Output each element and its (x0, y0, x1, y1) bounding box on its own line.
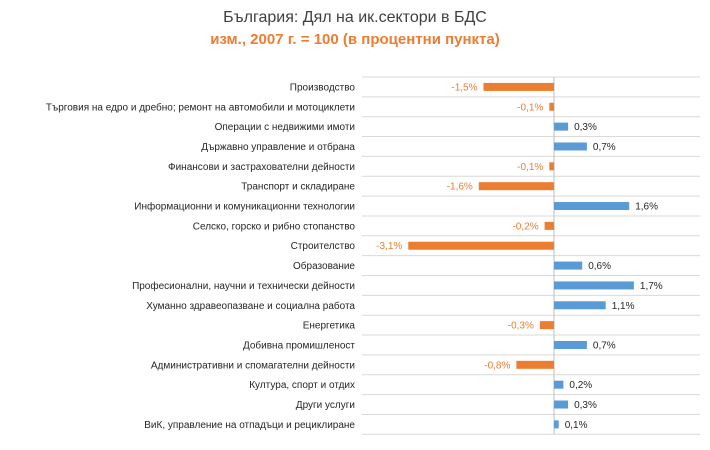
category-label: Операции с недвижими имоти (215, 122, 355, 133)
category-label: Образование (293, 260, 355, 272)
data-label: 1,6% (635, 202, 658, 213)
bar (554, 281, 634, 290)
bar (483, 82, 554, 91)
category-label: Финансови и застрахователни дейности (168, 162, 355, 173)
data-label: -0,8% (484, 360, 510, 371)
bar (554, 420, 559, 429)
data-label: 0,3% (574, 400, 597, 411)
plot-area: Производство -1,5% Търговия на едро и дреб… (46, 76, 700, 435)
data-label: 1,1% (612, 301, 635, 312)
category-label: Строителство (291, 241, 356, 252)
data-label: 0,1% (565, 420, 588, 431)
data-label: -0,1% (517, 102, 543, 113)
category-label: Други услуги (296, 400, 355, 411)
bar (554, 340, 587, 349)
bar (549, 162, 554, 171)
bar (554, 122, 569, 131)
chart-title: България: Дял на ик.сектори в БДС (223, 9, 487, 26)
bar (544, 221, 554, 230)
category-label: Административни и спомагателни дейности (151, 360, 355, 371)
category-label: Транспорт и складиране (241, 182, 355, 193)
category-label: Професионални, научни и технически дейно… (132, 280, 355, 292)
category-label: Производство (290, 82, 356, 93)
category-label: Информационни и комуникационни технологи… (134, 201, 355, 213)
bar (554, 261, 583, 270)
bar (408, 241, 554, 250)
bar (478, 182, 554, 191)
bar (554, 380, 564, 389)
bar (554, 400, 569, 409)
bar (554, 301, 606, 310)
data-label: 0,2% (569, 380, 592, 391)
bar (554, 142, 587, 151)
category-label: Селско, горско и рибно стопанство (193, 220, 356, 232)
data-label: -0,3% (508, 321, 534, 332)
data-label: -1,6% (447, 182, 473, 193)
data-label: -3,1% (376, 241, 402, 252)
chart-subtitle: изм., 2007 г. = 100 (в процентни пункта) (210, 31, 499, 48)
category-label: Държавно управление и отбрана (201, 141, 355, 153)
data-label: 0,7% (593, 142, 616, 153)
category-label: ВиК, управление на отпадъци и рециклиран… (144, 420, 355, 431)
data-label: -0,2% (512, 221, 538, 232)
category-label: Хуманно здравеопазване и социална работа (146, 300, 355, 312)
data-label: 0,3% (574, 122, 597, 133)
category-label: Култура, спорт и отдих (249, 380, 355, 391)
data-label: 0,6% (588, 261, 611, 272)
bar (539, 321, 554, 330)
bar (549, 102, 554, 111)
data-label: 1,7% (640, 281, 663, 292)
bar (516, 360, 554, 369)
data-label: 0,7% (593, 340, 616, 351)
data-label: -1,5% (451, 82, 477, 93)
category-label: Добивна промишленост (243, 339, 355, 351)
category-label: Енергетика (303, 321, 356, 332)
bar (554, 202, 630, 211)
data-label: -0,1% (517, 162, 543, 173)
category-label: Търговия на едро и дребно; ремонт на авт… (46, 101, 355, 113)
